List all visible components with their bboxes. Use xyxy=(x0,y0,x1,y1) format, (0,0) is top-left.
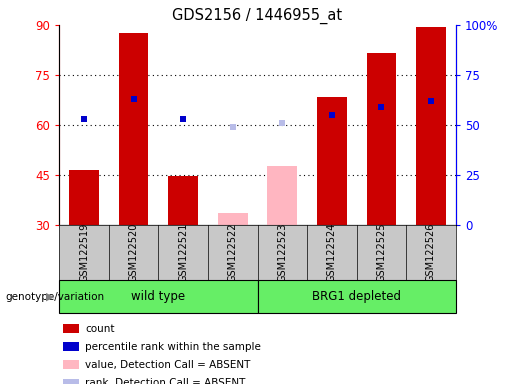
Bar xyxy=(69,170,99,225)
Text: GSM122520: GSM122520 xyxy=(129,223,139,282)
Text: BRG1 depleted: BRG1 depleted xyxy=(312,290,401,303)
Bar xyxy=(168,176,198,225)
Text: genotype/variation: genotype/variation xyxy=(5,291,104,302)
Bar xyxy=(416,26,446,225)
Bar xyxy=(59,280,258,313)
Text: GSM122526: GSM122526 xyxy=(426,223,436,282)
Bar xyxy=(118,33,148,225)
Text: ▶: ▶ xyxy=(45,291,54,302)
Bar xyxy=(63,361,79,369)
Text: rank, Detection Call = ABSENT: rank, Detection Call = ABSENT xyxy=(85,378,245,384)
Text: GSM122519: GSM122519 xyxy=(79,223,89,282)
Bar xyxy=(63,379,79,384)
Text: wild type: wild type xyxy=(131,290,185,303)
Text: value, Detection Call = ABSENT: value, Detection Call = ABSENT xyxy=(85,360,250,370)
Bar xyxy=(367,53,396,225)
Text: GSM122522: GSM122522 xyxy=(228,223,238,282)
Bar xyxy=(63,343,79,351)
Text: GSM122523: GSM122523 xyxy=(277,223,287,282)
Text: count: count xyxy=(85,324,114,334)
Bar xyxy=(317,96,347,225)
Text: percentile rank within the sample: percentile rank within the sample xyxy=(85,342,261,352)
Bar xyxy=(63,324,79,333)
Title: GDS2156 / 1446955_at: GDS2156 / 1446955_at xyxy=(173,7,342,23)
Bar xyxy=(218,213,248,225)
Bar xyxy=(258,280,456,313)
Text: GSM122524: GSM122524 xyxy=(327,223,337,282)
Bar xyxy=(267,166,297,225)
Text: GSM122525: GSM122525 xyxy=(376,223,386,282)
Text: GSM122521: GSM122521 xyxy=(178,223,188,282)
